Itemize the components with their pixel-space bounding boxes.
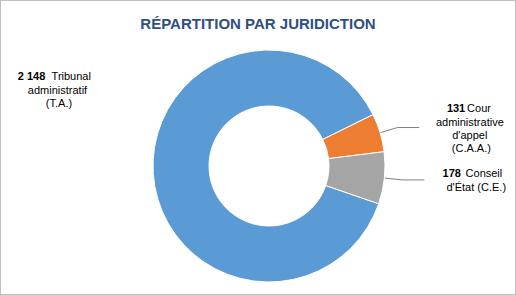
svg-text:178: 178	[443, 167, 461, 179]
svg-text:2 148: 2 148	[18, 70, 46, 82]
svg-text:Tribunal: Tribunal	[52, 70, 94, 82]
svg-text:RÉPARTITION PAR JURIDICTION: RÉPARTITION PAR JURIDICTION	[140, 15, 375, 32]
svg-text:131: 131	[447, 102, 465, 114]
svg-text:administratif: administratif	[28, 84, 90, 96]
svg-text:administrative: administrative	[436, 116, 507, 128]
svg-text:d'appel: d'appel	[452, 129, 490, 141]
svg-text:(T.A.): (T.A.)	[46, 97, 72, 109]
svg-text:(C.A.A.): (C.A.A.)	[452, 142, 491, 154]
svg-text:Conseil: Conseil	[466, 167, 506, 179]
svg-text:Cour: Cour	[467, 102, 494, 114]
svg-text:d'État (C.E.): d'État (C.E.)	[446, 181, 506, 193]
